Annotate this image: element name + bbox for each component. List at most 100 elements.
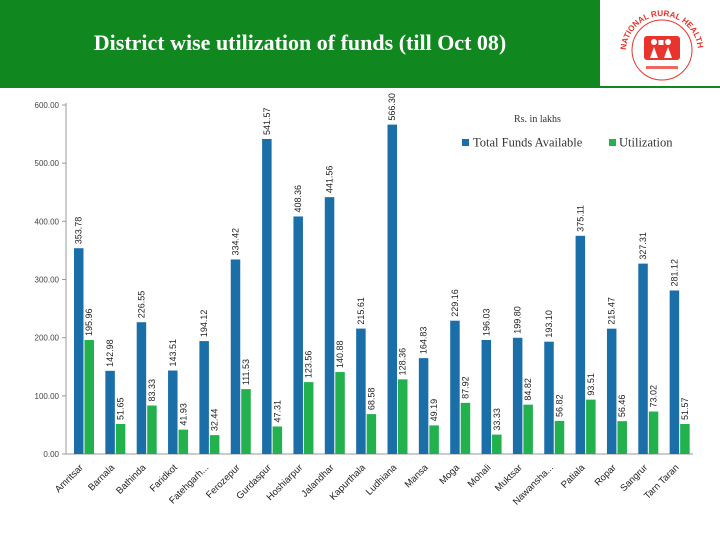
bar-utilization (492, 434, 502, 454)
data-label-utilization: 33.33 (492, 408, 502, 431)
data-label-total-funds: 408.36 (293, 185, 303, 213)
bar-total-funds (356, 328, 366, 454)
x-category-label: Bathinda (114, 462, 149, 497)
bar-utilization (147, 405, 157, 454)
data-label-utilization: 56.82 (555, 394, 565, 417)
bar-total-funds (262, 138, 272, 454)
national-rural-health-mission-logo-icon: NATIONAL RURAL HEALTH MISSION (597, 0, 705, 81)
data-label-total-funds: 566.30 (387, 93, 397, 121)
bar-utilization (335, 372, 345, 454)
y-tick-label: 0.00 (43, 450, 59, 459)
bar-utilization (84, 340, 94, 454)
data-label-total-funds: 194.12 (199, 310, 209, 338)
bar-total-funds (669, 290, 680, 454)
bar-utilization (303, 382, 314, 454)
data-label-total-funds: 215.47 (607, 297, 617, 325)
y-tick-label: 100.00 (35, 392, 60, 401)
bar-utilization (523, 404, 533, 454)
bar-utilization (554, 420, 565, 454)
bar-utilization (680, 424, 690, 454)
data-label-total-funds: 229.16 (450, 289, 460, 317)
bar-utilization (178, 429, 189, 454)
y-tick-label: 600.00 (35, 101, 60, 110)
data-label-total-funds: 541.57 (262, 107, 272, 135)
data-label-total-funds: 334.42 (231, 228, 241, 256)
data-label-total-funds: 196.03 (481, 308, 491, 336)
bar-utilization (429, 425, 439, 454)
bar-total-funds (418, 358, 429, 454)
bar-total-funds (105, 370, 115, 454)
x-category-label: Ludhiana (364, 462, 400, 498)
x-category-label: Mohali (466, 462, 494, 490)
data-label-total-funds: 199.80 (513, 306, 523, 334)
bar-total-funds (136, 322, 147, 454)
y-tick-label: 300.00 (35, 276, 60, 285)
bar-utilization (209, 435, 220, 454)
data-labels: 353.78 195.96 142.98 51.65 226.55 83.33 143.51… (74, 93, 690, 431)
data-label-utilization: 73.02 (649, 385, 659, 408)
legend: Rs. in lakhs Total Funds Available Utili… (462, 114, 673, 150)
legend-swatch-utilization (609, 139, 616, 146)
bar-utilization (366, 414, 377, 454)
data-label-utilization: 195.96 (84, 308, 94, 336)
y-tick-label: 400.00 (35, 217, 60, 226)
data-label-utilization: 111.53 (241, 359, 251, 385)
legend-label-available: Total Funds Available (473, 136, 583, 150)
data-label-utilization: 32.44 (210, 409, 220, 432)
legend-swatch-available (462, 139, 469, 146)
data-label-total-funds: 142.98 (105, 339, 115, 367)
data-label-utilization: 128.36 (398, 348, 408, 376)
bar-utilization (617, 421, 627, 454)
y-tick-label: 200.00 (35, 334, 60, 343)
bar-utilization (648, 411, 659, 454)
bar-total-funds (638, 263, 648, 454)
data-label-utilization: 51.57 (680, 397, 690, 420)
x-category-label: Ropar (593, 462, 619, 488)
x-category-label: Moga (437, 462, 462, 487)
data-label-utilization: 83.33 (147, 379, 157, 402)
data-label-total-funds: 193.10 (544, 310, 554, 338)
bar-total-funds (512, 337, 523, 454)
legend-label-utilization: Utilization (619, 136, 673, 150)
y-tick-label: 500.00 (35, 159, 60, 168)
data-label-total-funds: 143.51 (168, 339, 178, 367)
x-category-label: Amritsar (53, 462, 86, 495)
data-label-total-funds: 327.31 (638, 232, 648, 260)
data-label-utilization: 49.19 (429, 399, 439, 422)
data-label-utilization: 51.65 (116, 397, 126, 420)
bar-utilization (241, 389, 251, 454)
x-category-label: Patiala (559, 462, 588, 491)
slide-title: District wise utilization of funds (till… (93, 30, 507, 55)
bar-total-funds (544, 341, 554, 454)
bar-utilization (586, 399, 596, 454)
data-label-utilization: 87.92 (460, 376, 470, 399)
bar-total-funds (606, 328, 617, 454)
header-divider (0, 86, 720, 88)
bar-total-funds (481, 339, 492, 454)
bars (74, 124, 690, 454)
data-label-total-funds: 164.83 (419, 327, 429, 355)
data-label-utilization: 56.46 (617, 395, 627, 418)
data-label-utilization: 84.82 (523, 378, 533, 401)
bar-total-funds (450, 320, 460, 454)
units-note: Rs. in lakhs (514, 114, 561, 125)
bar-total-funds (575, 235, 586, 454)
nrhm-logo: NATIONAL RURAL HEALTH MISSION (597, 0, 720, 86)
bar-utilization (115, 423, 126, 454)
data-label-utilization: 68.58 (366, 388, 376, 411)
bar-total-funds (230, 259, 241, 454)
data-label-utilization: 123.56 (304, 351, 314, 379)
bar-utilization (272, 426, 283, 454)
bar-utilization (398, 379, 408, 454)
logo-emblem-shape (644, 36, 680, 60)
data-label-utilization: 93.51 (586, 373, 596, 396)
bar-total-funds (324, 197, 335, 454)
x-category-label: Mansa (403, 462, 431, 490)
fund-utilization-chart: 0.00 100.00 200.00 300.00 400.00 500.00 600.00… (35, 93, 693, 507)
data-label-total-funds: 226.55 (136, 291, 146, 319)
bar-total-funds (387, 124, 397, 454)
data-label-utilization: 41.93 (178, 403, 188, 426)
title-banner: District wise utilization of funds (till… (0, 0, 600, 86)
bar-total-funds (74, 248, 84, 454)
data-label-utilization: 140.88 (335, 341, 345, 369)
